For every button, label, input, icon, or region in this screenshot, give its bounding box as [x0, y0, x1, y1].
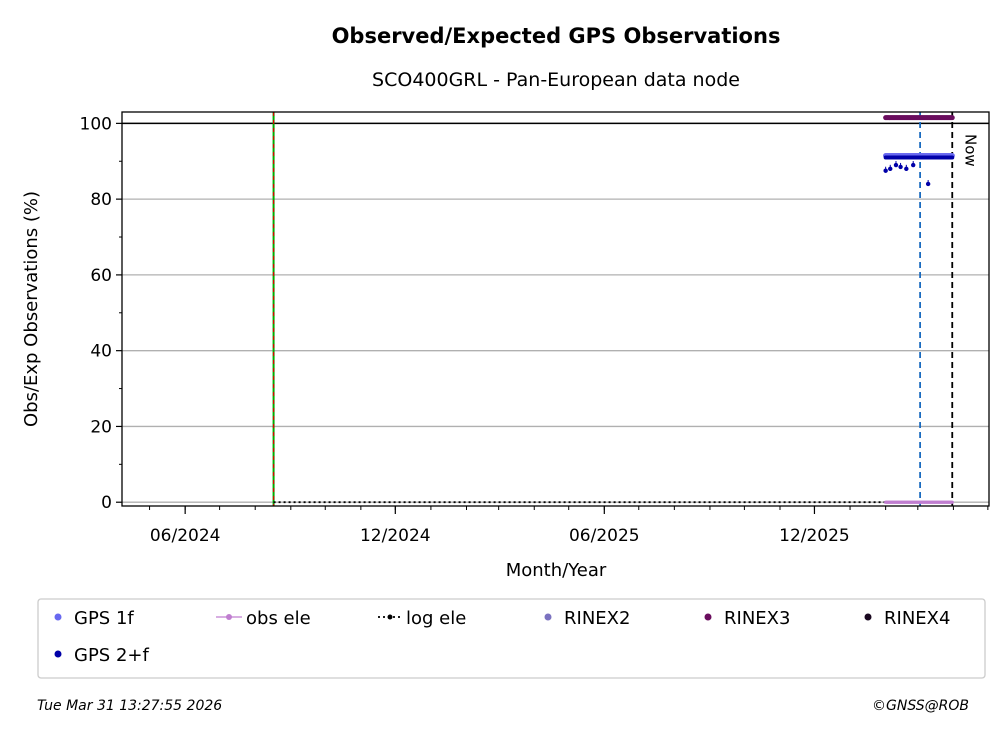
y-tick-label: 60 [90, 266, 112, 286]
vertical-markers: Now [272, 112, 979, 506]
legend-box [37, 598, 986, 679]
footer-timestamp: Tue Mar 31 13:27:55 2026 [37, 698, 222, 714]
gps-2f-dip-point [883, 168, 888, 173]
rinex3-point [949, 115, 955, 121]
plot-frame [121, 111, 990, 507]
gps-2f-dip-point [904, 166, 909, 172]
legend-marker [54, 650, 62, 658]
gps-2f-dip-point [911, 162, 916, 168]
x-tick-label: 12/2024 [360, 526, 431, 546]
grid-lines [122, 122, 989, 503]
obs-ele-point [950, 500, 954, 504]
legend-label: log ele [406, 608, 466, 629]
x-tick-label: 06/2024 [150, 526, 221, 546]
x-axis-ticks: 06/2024 12/2024 06/2025 12/2025 [149, 506, 989, 546]
x-tick-label: 12/2025 [779, 526, 850, 546]
data-marks [273, 115, 955, 504]
y-axis-ticks: 0 20 40 60 80 100 [80, 114, 122, 513]
legend-marker [387, 614, 393, 620]
gps-2f-dip-point [925, 181, 931, 187]
x-axis-label: Month/Year [506, 560, 607, 581]
gps-2f-dip-point [888, 166, 893, 172]
gps-2f-dip-point [893, 162, 899, 168]
legend-label: obs ele [246, 608, 311, 629]
y-axis-label: Obs/Exp Observations (%) [21, 191, 42, 427]
legend-marker [864, 613, 872, 621]
y-tick-label: 80 [90, 190, 112, 210]
legend-label: GPS 2+f [74, 645, 149, 666]
gps-2f-point [950, 155, 955, 160]
y-tick-label: 20 [90, 417, 112, 437]
legend-marker [226, 614, 232, 620]
legend-marker [544, 613, 552, 621]
x-tick-label: 06/2025 [569, 526, 640, 546]
legend-label: GPS 1f [74, 608, 134, 629]
legend-marker [54, 613, 62, 621]
y-tick-label: 40 [90, 342, 112, 362]
footer-credit: ©GNSS@ROB [872, 698, 969, 714]
legend: GPS 1f obs ele log ele RINEX2 RINEX3 RINEX4 GP… [54, 608, 950, 666]
gps-2f-dip-point [898, 164, 903, 170]
legend-label: RINEX2 [564, 608, 630, 629]
legend-marker [704, 613, 712, 621]
now-label: Now [961, 134, 979, 167]
legend-label: RINEX3 [724, 608, 790, 629]
y-tick-label: 0 [101, 493, 112, 513]
chart-title: Observed/Expected GPS Observations [332, 24, 781, 48]
y-tick-label: 100 [80, 114, 112, 134]
legend-label: RINEX4 [884, 608, 950, 629]
chart-subtitle: SCO400GRL - Pan-European data node [372, 69, 740, 91]
